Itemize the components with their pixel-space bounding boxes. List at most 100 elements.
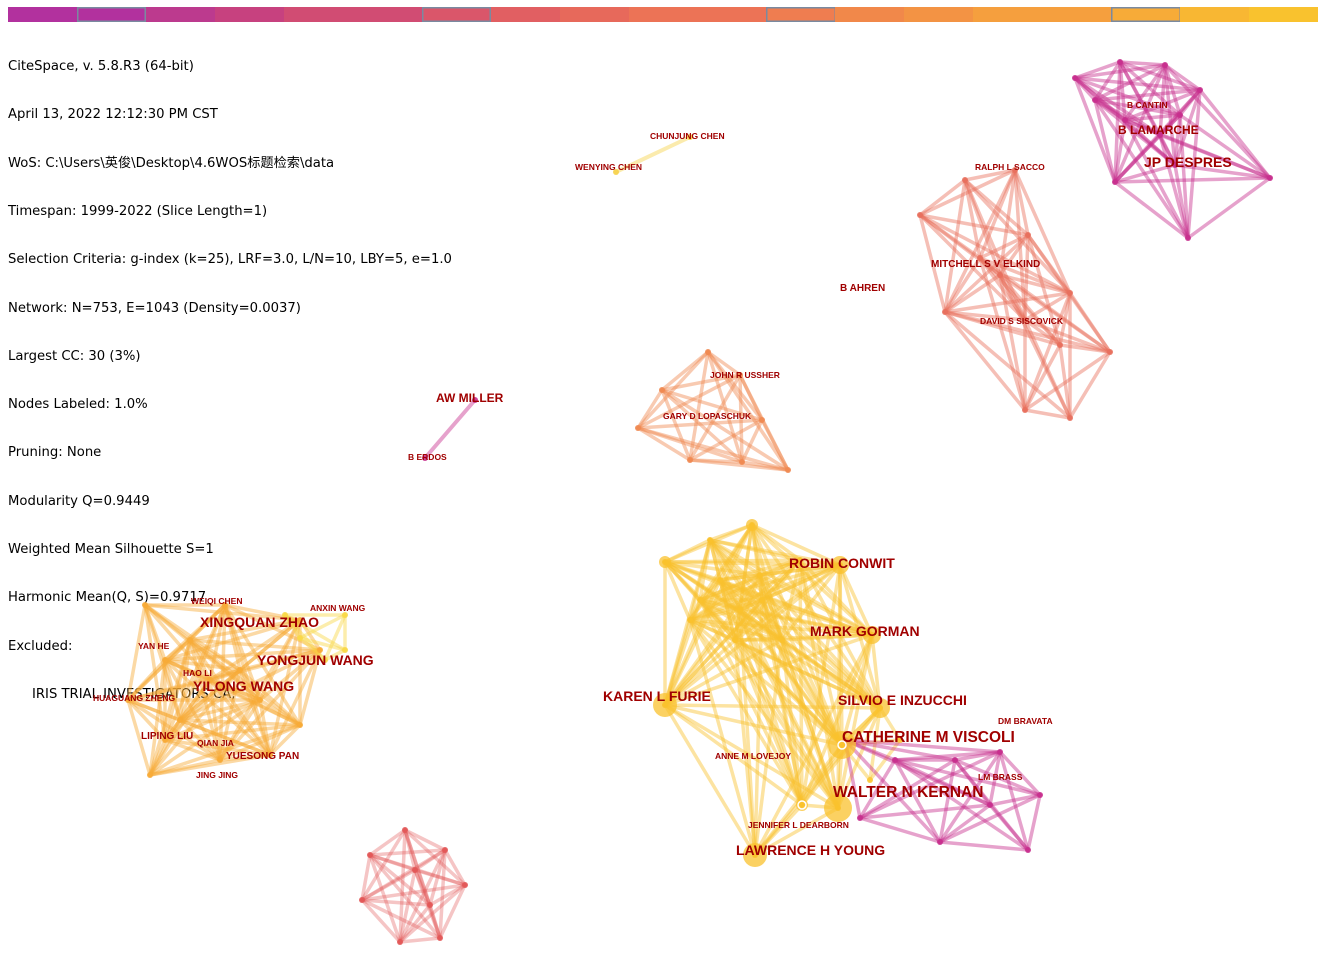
- node-label[interactable]: B CANTIN: [1127, 100, 1168, 110]
- node-label[interactable]: MITCHELL S V ELKIND: [931, 259, 1040, 270]
- network-node[interactable]: [687, 134, 693, 140]
- network-node[interactable]: [162, 657, 168, 663]
- network-node[interactable]: [359, 897, 365, 903]
- network-node[interactable]: [177, 717, 183, 723]
- network-node[interactable]: [659, 556, 671, 568]
- node-label[interactable]: YILONG WANG: [193, 678, 294, 694]
- network-node[interactable]: [437, 935, 443, 941]
- network-node[interactable]: [707, 537, 713, 543]
- network-node[interactable]: [462, 882, 468, 888]
- network-node[interactable]: [1157, 132, 1163, 138]
- network-node[interactable]: [297, 617, 303, 623]
- network-node[interactable]: [1067, 290, 1073, 296]
- network-node[interactable]: [282, 612, 288, 618]
- network-node[interactable]: [147, 772, 153, 778]
- node-label[interactable]: JOHN R USSHER: [710, 370, 780, 380]
- network-node[interactable]: [217, 757, 223, 763]
- network-node[interactable]: [237, 667, 243, 673]
- network-node[interactable]: [1122, 117, 1128, 123]
- node-label[interactable]: GARY D LOPASCHUK: [663, 411, 752, 421]
- network-node[interactable]: [1057, 342, 1063, 348]
- network-node[interactable]: [412, 867, 418, 873]
- node-label[interactable]: YONGJUN WANG: [257, 652, 374, 668]
- network-node[interactable]: [937, 839, 943, 845]
- node-label[interactable]: LAWRENCE H YOUNG: [736, 842, 885, 858]
- network-node[interactable]: [732, 637, 738, 643]
- network-node[interactable]: [422, 455, 428, 461]
- network-node[interactable]: [1162, 62, 1168, 68]
- network-node[interactable]: [317, 647, 323, 653]
- network-node[interactable]: [427, 902, 433, 908]
- network-node[interactable]: [653, 693, 677, 717]
- network-node[interactable]: [635, 425, 641, 431]
- network-node[interactable]: [952, 757, 958, 763]
- network-node[interactable]: [297, 635, 303, 641]
- node-label[interactable]: LIPING LIU: [141, 731, 193, 742]
- network-node[interactable]: [977, 255, 983, 261]
- node-label[interactable]: B ERDOS: [408, 452, 447, 462]
- network-node[interactable]: [162, 737, 168, 743]
- node-label[interactable]: RALPH L SACCO: [975, 162, 1045, 172]
- network-node[interactable]: [863, 626, 881, 644]
- node-label[interactable]: CHUNJUNG CHEN: [650, 131, 725, 141]
- network-node[interactable]: [717, 577, 723, 583]
- network-node[interactable]: [779, 637, 785, 643]
- node-label[interactable]: YAN HE: [138, 641, 170, 651]
- network-node[interactable]: [759, 597, 765, 603]
- network-node[interactable]: [705, 349, 711, 355]
- network-node[interactable]: [1022, 407, 1028, 413]
- node-label[interactable]: JENNIFER L DEARBORN: [748, 820, 849, 830]
- node-label[interactable]: B LAMARCHE: [1118, 123, 1199, 137]
- node-label[interactable]: ROBIN CONWIT: [789, 555, 895, 571]
- network-node[interactable]: [759, 417, 765, 423]
- node-label[interactable]: HUAGUANG ZHENG: [93, 693, 176, 703]
- network-node[interactable]: [1117, 59, 1123, 65]
- node-label[interactable]: AW MILLER: [436, 391, 504, 405]
- node-label[interactable]: DM BRAVATA: [998, 716, 1053, 726]
- network-node[interactable]: [687, 617, 693, 623]
- node-label[interactable]: SILVIO E INZUCCHI: [838, 692, 967, 708]
- node-label[interactable]: KAREN L FURIE: [603, 688, 711, 704]
- network-node[interactable]: [1072, 75, 1078, 81]
- node-label[interactable]: ANNE M LOVEJOY: [715, 751, 791, 761]
- network-node[interactable]: [917, 212, 923, 218]
- network-node[interactable]: [142, 602, 148, 608]
- network-node[interactable]: [1092, 97, 1098, 103]
- network-node[interactable]: [739, 459, 745, 465]
- network-node[interactable]: [1267, 175, 1273, 181]
- network-node[interactable]: [342, 612, 348, 618]
- node-label[interactable]: WALTER N KERNAN: [833, 784, 983, 801]
- network-node[interactable]: [187, 637, 193, 643]
- network-node[interactable]: [757, 572, 763, 578]
- network-node[interactable]: [297, 722, 303, 728]
- network-node[interactable]: [785, 467, 791, 473]
- network-node[interactable]: [867, 777, 873, 783]
- node-label[interactable]: QIAN JIA: [197, 738, 234, 748]
- network-node[interactable]: [1177, 112, 1183, 118]
- network-node[interactable]: [797, 557, 803, 563]
- network-node[interactable]: [987, 802, 993, 808]
- network-node[interactable]: [267, 752, 273, 758]
- node-label[interactable]: JP DESPRES: [1144, 154, 1232, 170]
- network-node[interactable]: [342, 647, 348, 653]
- network-node[interactable]: [828, 731, 856, 759]
- node-label[interactable]: XINGQUAN ZHAO: [200, 614, 319, 630]
- network-node[interactable]: [207, 677, 213, 683]
- network-node[interactable]: [942, 309, 948, 315]
- network-node[interactable]: [1197, 87, 1203, 93]
- node-label[interactable]: HAO LI: [183, 668, 212, 678]
- network-node[interactable]: [1112, 179, 1118, 185]
- network-node[interactable]: [1025, 232, 1031, 238]
- network-node[interactable]: [1022, 317, 1028, 323]
- node-label[interactable]: YUESONG PAN: [226, 751, 299, 762]
- node-label[interactable]: B AHREN: [840, 283, 885, 294]
- network-node[interactable]: [613, 169, 619, 175]
- network-node[interactable]: [125, 697, 131, 703]
- network-node[interactable]: [746, 519, 758, 531]
- network-node[interactable]: [1012, 167, 1018, 173]
- network-node[interactable]: [659, 387, 665, 393]
- node-label[interactable]: DAVID S SISCOVICK: [980, 316, 1064, 326]
- network-node[interactable]: [222, 602, 228, 608]
- node-label[interactable]: MARK GORMAN: [810, 623, 920, 639]
